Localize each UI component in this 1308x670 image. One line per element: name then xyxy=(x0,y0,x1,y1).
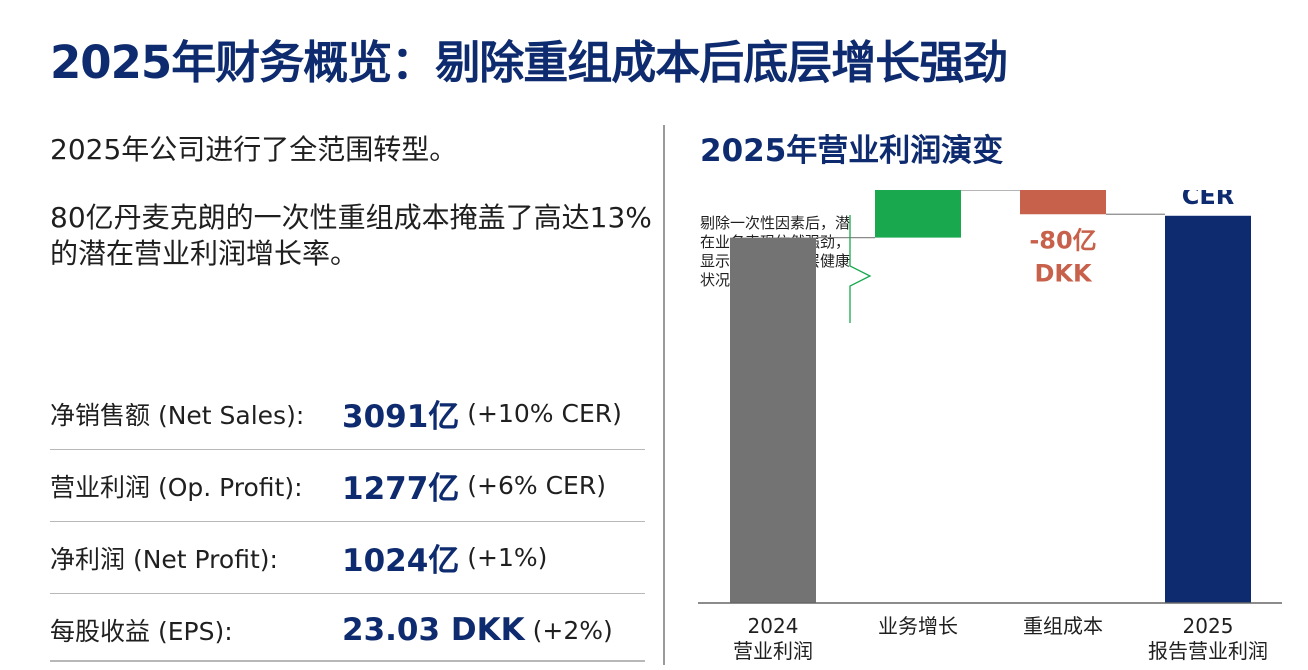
metric-row-eps: 每股收益 (EPS): 23.03 DKK (+2%) xyxy=(50,594,645,666)
waterfall-chart: +13%-80亿DKK+6%CER2024营业利润业务增长重组成本2025报告营… xyxy=(698,190,1282,663)
metric-label: 净销售额 (Net Sales): xyxy=(50,400,305,430)
x-tick-label: 2024 xyxy=(748,614,799,638)
data-label: DKK xyxy=(1034,259,1093,287)
metric-label: 净利润 (Net Profit): xyxy=(50,544,278,574)
waterfall-bar xyxy=(730,237,816,604)
x-tick-label: 营业利润 xyxy=(733,639,813,663)
intro-text: 2025年公司进行了全范围转型。 xyxy=(50,133,458,166)
metrics-list: 净销售额 (Net Sales): 3091亿 (+10% CER) 营业利润 … xyxy=(50,378,645,666)
x-tick-label: 业务增长 xyxy=(878,614,958,638)
metric-row-net-sales: 净销售额 (Net Sales): 3091亿 (+10% CER) xyxy=(50,378,645,450)
waterfall-bar xyxy=(1020,190,1106,215)
metric-change: (+2%) xyxy=(532,615,613,645)
data-label: -80亿 xyxy=(1029,226,1096,254)
restructuring-text: 80亿丹麦克朗的一次性重组成本掩盖了高达13%的潜在营业利润增长率。 xyxy=(50,201,652,270)
column-divider xyxy=(663,125,665,665)
metric-change: (+10% CER) xyxy=(467,399,622,428)
metric-change: (+1%) xyxy=(467,543,548,572)
metric-value: 3091亿 xyxy=(342,399,460,435)
data-label: CER xyxy=(1182,190,1235,210)
metric-value: 1277亿 xyxy=(342,471,460,507)
annotation-bracket xyxy=(849,215,872,323)
x-tick-label: 报告营业利润 xyxy=(1148,639,1268,663)
x-tick-label: 2025 xyxy=(1183,614,1234,638)
waterfall-bar xyxy=(875,190,961,238)
waterfall-bar xyxy=(1165,215,1251,603)
metric-change: (+6% CER) xyxy=(467,471,606,500)
metric-row-net-profit: 净利润 (Net Profit): 1024亿 (+1%) xyxy=(50,522,645,594)
metric-label: 营业利润 (Op. Profit): xyxy=(50,472,303,502)
metric-row-op-profit: 营业利润 (Op. Profit): 1277亿 (+6% CER) xyxy=(50,450,645,522)
chart-title: 2025年营业利润演变 xyxy=(700,133,1004,169)
metrics-bottom-divider xyxy=(50,660,645,662)
metric-value: 1024亿 xyxy=(342,543,460,579)
page-title: 2025年财务概览：剔除重组成本后底层增长强劲 xyxy=(50,36,1008,89)
x-tick-label: 重组成本 xyxy=(1023,614,1103,638)
metric-label: 每股收益 (EPS): xyxy=(50,617,233,646)
metric-value: 23.03 DKK xyxy=(342,612,525,648)
